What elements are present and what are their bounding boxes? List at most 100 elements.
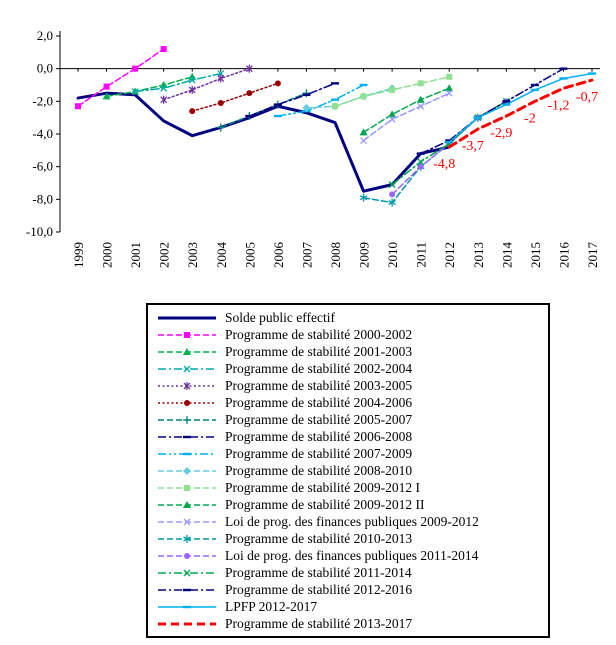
red-annotation-label: -2 <box>524 111 536 126</box>
legend-line-sample <box>158 415 216 424</box>
legend-label: Programme de stabilité 2007-2009 <box>225 445 413 461</box>
legend-label: Programme de stabilité 2001-2003 <box>225 343 413 359</box>
legend-label: Loi de prog. des finances publiques 2009… <box>225 513 479 529</box>
legend-label: Solde public effectif <box>225 309 335 325</box>
series-programme-de-stabilite-2013-2017 <box>447 78 594 149</box>
chart-area: 2,0 0,0 -2,0 -4,0 -6,0 -8,0 -10,0 1999 2000 2001 2… <box>0 6 616 292</box>
x-axis-year-label: 2003 <box>185 242 200 268</box>
legend-item-loi-de-prog-des-finances-publiques-2009-2012: Loi de prog. des finances publiques 2009… <box>148 513 548 530</box>
legend-label: Programme de stabilité 2012-2016 <box>225 581 413 597</box>
legend-line-sample <box>158 500 216 508</box>
y-axis-tick-label: -2,0 <box>32 93 53 108</box>
x-axis-year-label: 2007 <box>299 242 314 269</box>
red-annotation-label: -4,8 <box>433 157 455 172</box>
chart-legend-box: Solde public effectif Programme de stabil… <box>146 303 550 638</box>
legend-item-programme-de-stabilite-2011-2014: Programme de stabilité 2011-2014 <box>148 564 548 581</box>
x-axis-year-label: 2002 <box>157 242 172 268</box>
x-axis-year-label: 2012 <box>442 242 457 268</box>
legend-item-programme-de-stabilite-2007-2009: Programme de stabilité 2007-2009 <box>148 445 548 462</box>
legend-item-programme-de-stabilite-2003-2005: Programme de stabilité 2003-2005 <box>148 377 548 394</box>
x-axis-year-label: 2015 <box>528 242 543 268</box>
legend-item-programme-de-stabilite-2001-2003: Programme de stabilité 2001-2003 <box>148 343 548 360</box>
x-axis-year-label: 1999 <box>71 242 86 268</box>
legend-line-sample <box>158 466 216 475</box>
legend-item-solde-public-effectif: Solde public effectif <box>148 309 548 326</box>
legend-label: Programme de stabilité 2009-2012 II <box>225 496 425 512</box>
legend-item-lpfp-2012-2017: LPFP 2012-2017 <box>148 598 548 615</box>
x-axis-year-label: 2001 <box>128 242 143 268</box>
series-programme-de-stabilite-2000-2002 <box>75 46 167 110</box>
legend-label: Programme de stabilité 2004-2006 <box>225 394 413 410</box>
x-axis-year-label: 2006 <box>271 242 286 269</box>
legend-label: Programme de stabilité 2009-2012 I <box>225 479 420 495</box>
y-axis-tick-label: -4,0 <box>32 126 53 141</box>
series-programme-de-stabilite-2009-2012-i <box>332 73 453 110</box>
legend-line-sample <box>158 569 216 576</box>
legend-line-sample <box>158 588 216 591</box>
legend-item-programme-de-stabilite-2000-2002: Programme de stabilité 2000-2002 <box>148 326 548 343</box>
series-programme-de-stabilite-2003-2005 <box>160 64 253 104</box>
legend-label: Programme de stabilité 2006-2008 <box>225 428 413 444</box>
legend-label: Programme de stabilité 2003-2005 <box>225 377 413 393</box>
series-programme-de-stabilite-2010-2013 <box>359 113 482 207</box>
legend-line-sample <box>158 622 216 625</box>
legend-label: Programme de stabilité 2013-2017 <box>225 615 413 631</box>
legend-item-programme-de-stabilite-2010-2013: Programme de stabilité 2010-2013 <box>148 530 548 547</box>
legend-item-programme-de-stabilite-2002-2004: Programme de stabilité 2002-2004 <box>148 360 548 377</box>
series-lpfp-2012-2017 <box>445 72 596 144</box>
legend-label: Loi de prog. des finances publiques 2011… <box>225 547 479 563</box>
x-axis-year-label: 2008 <box>328 242 343 268</box>
legend-item-programme-de-stabilite-2009-2012-ii: Programme de stabilité 2009-2012 II <box>148 496 548 513</box>
x-axis-year-label: 2016 <box>556 242 571 269</box>
series-programme-de-stabilite-2006-2008 <box>245 82 339 118</box>
legend-line-sample <box>158 399 216 406</box>
series-programme-de-stabilite-2009-2012-ii <box>359 84 454 136</box>
x-axis-year-label: 2004 <box>214 242 229 269</box>
x-axis-year-label: 2005 <box>242 242 257 268</box>
legend-item-programme-de-stabilite-2005-2007: Programme de stabilité 2005-2007 <box>148 411 548 428</box>
legend-line-sample <box>158 552 216 559</box>
series-solde-public-effectif <box>76 91 451 193</box>
legend-label: Programme de stabilité 2002-2004 <box>225 360 413 376</box>
legend-line-sample <box>158 365 216 372</box>
series-programme-de-stabilite-2004-2006 <box>189 80 281 115</box>
x-axis-year-label: 2010 <box>385 242 400 268</box>
deficit-line-chart: 2,0 0,0 -2,0 -4,0 -6,0 -8,0 -10,0 1999 2000 2001 2… <box>26 28 600 269</box>
series-programme-de-stabilite-2001-2003 <box>102 72 197 100</box>
legend-item-programme-de-stabilite-2004-2006: Programme de stabilité 2004-2006 <box>148 394 548 411</box>
red-annotation-label: -1,2 <box>547 98 569 113</box>
legend-item-programme-de-stabilite-2013-2017: Programme de stabilité 2013-2017 <box>148 615 548 632</box>
red-annotation-label: -2,9 <box>490 126 512 141</box>
legend-label: Programme de stabilité 2011-2014 <box>225 564 412 580</box>
x-axis-year-label: 2000 <box>100 242 115 268</box>
x-axis-year-label: 2017 <box>585 242 600 269</box>
legend-label: Programme de stabilité 2000-2002 <box>225 326 413 342</box>
legend-label: LPFP 2012-2017 <box>225 598 318 614</box>
legend-line-sample <box>158 484 216 491</box>
series-programme-de-stabilite-2008-2010 <box>302 84 397 112</box>
red-annotation-label: -0,7 <box>576 90 598 105</box>
y-axis-tick-label: 2,0 <box>37 28 53 43</box>
legend-line-sample <box>158 452 216 455</box>
legend-item-loi-de-prog-des-finances-publiques-2011-2014: Loi de prog. des finances publiques 2011… <box>148 547 548 564</box>
legend-line-sample <box>158 534 216 543</box>
legend-line-sample <box>158 331 216 338</box>
legend-line-sample <box>158 316 216 319</box>
y-axis-tick-label: -6,0 <box>32 159 53 174</box>
legend-line-sample <box>158 381 216 390</box>
legend-item-programme-de-stabilite-2006-2008: Programme de stabilité 2006-2008 <box>148 428 548 445</box>
red-annotation-label: -3,7 <box>462 139 484 154</box>
legend-item-programme-de-stabilite-2008-2010: Programme de stabilité 2008-2010 <box>148 462 548 479</box>
legend-item-programme-de-stabilite-2009-2012-i: Programme de stabilité 2009-2012 I <box>148 479 548 496</box>
series-programme-de-stabilite-2002-2004 <box>131 70 225 95</box>
legend-label: Programme de stabilité 2010-2013 <box>225 530 413 546</box>
y-axis-tick-label: 0,0 <box>37 61 53 76</box>
x-axis-year-label: 2009 <box>357 242 372 268</box>
legend-line-sample <box>158 518 216 525</box>
x-axis-year-label: 2014 <box>499 242 514 269</box>
legend-line-sample <box>158 435 216 438</box>
y-axis-tick-label: -8,0 <box>32 191 53 206</box>
legend-label: Programme de stabilité 2005-2007 <box>225 411 413 427</box>
x-axis-year-label: 2011 <box>414 242 429 268</box>
